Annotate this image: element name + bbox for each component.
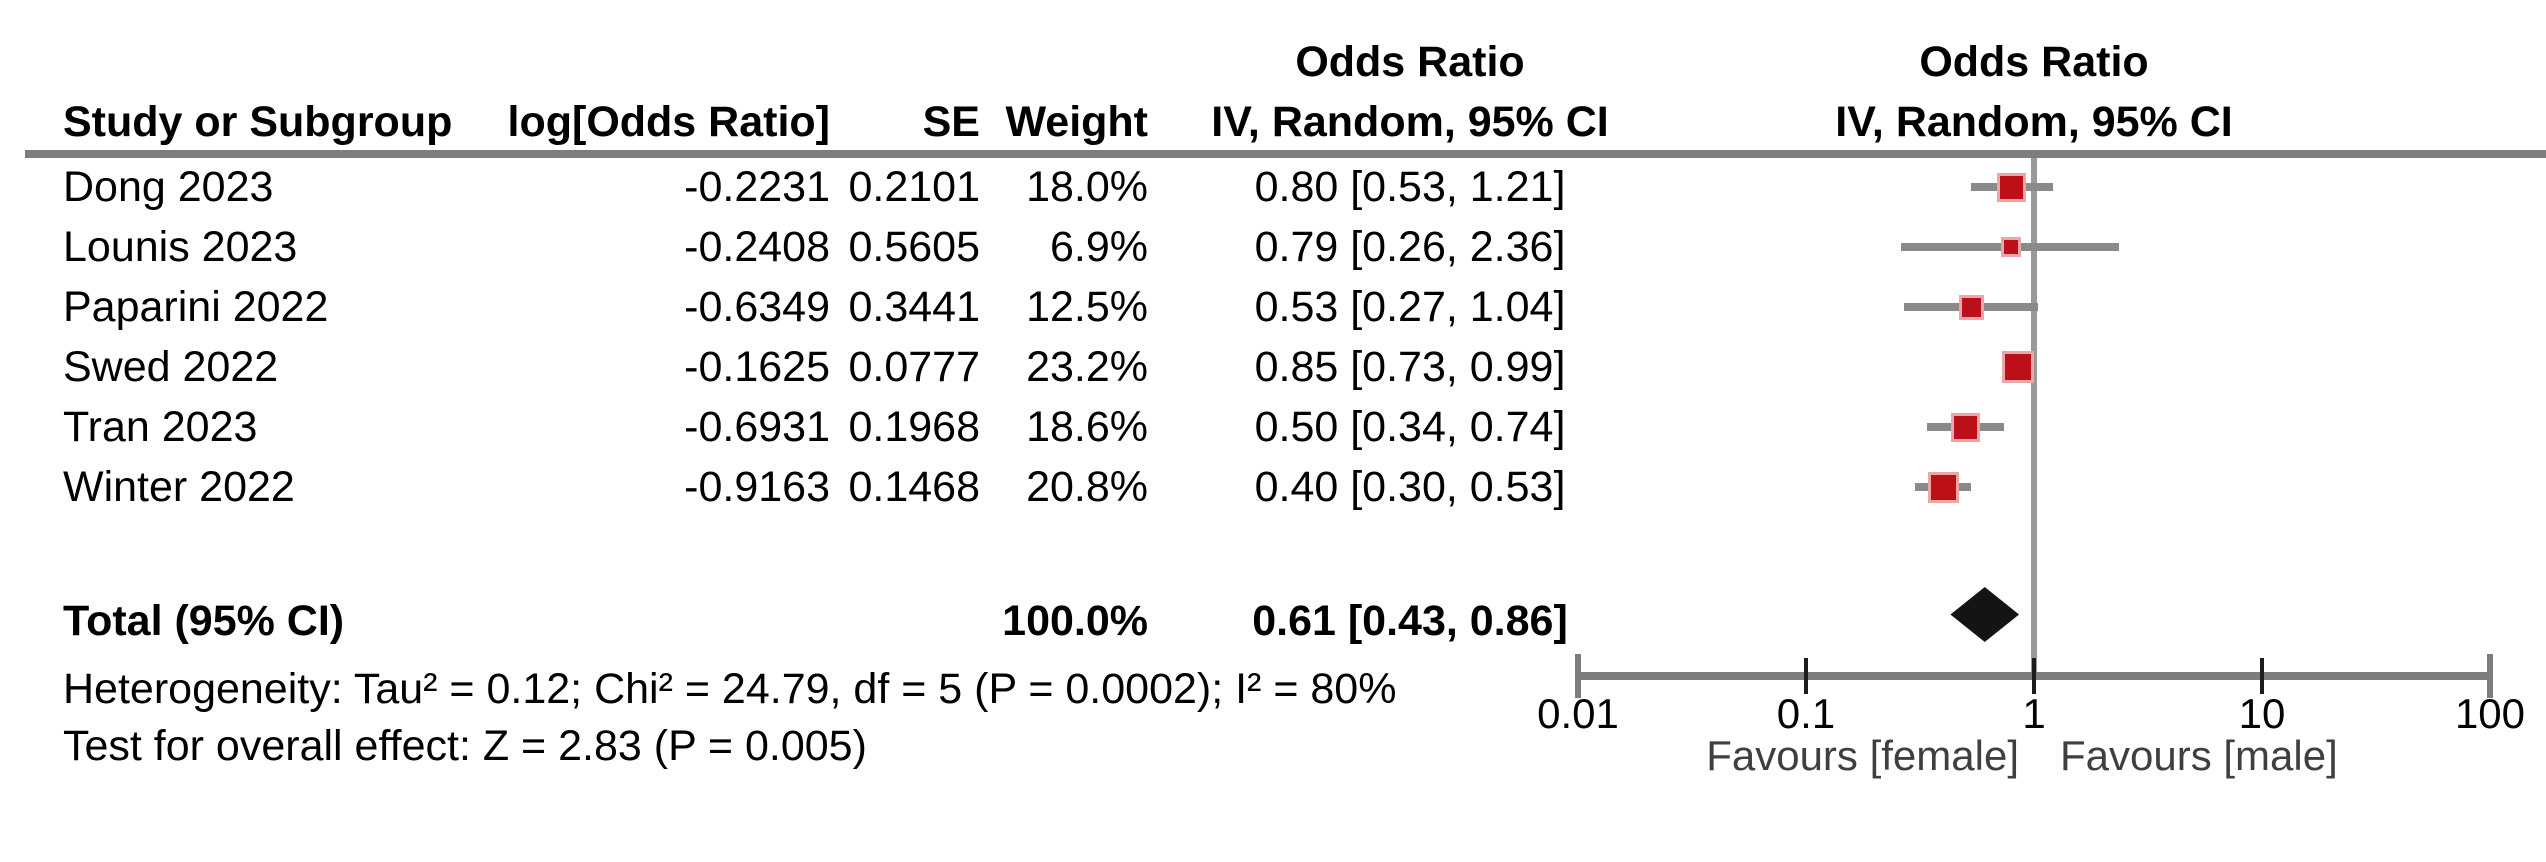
study-log-or: -0.6349	[684, 283, 830, 331]
study-log-or: -0.2231	[684, 163, 830, 211]
effect-marker	[2000, 237, 2021, 257]
effect-marker	[1958, 294, 1984, 320]
study-weight: 18.0%	[1026, 163, 1148, 211]
total-ci-text: 0.61 [0.43, 0.86]	[1252, 597, 1568, 645]
col-header-study: Study or Subgroup	[63, 98, 453, 146]
study-se: 0.0777	[848, 343, 980, 391]
study-log-or: -0.9163	[684, 463, 830, 511]
study-se: 0.1468	[848, 463, 980, 511]
overall-effect-note: Test for overall effect: Z = 2.83 (P = 0…	[63, 722, 867, 770]
study-weight: 6.9%	[1049, 223, 1148, 271]
axis-tick-label: 100	[2454, 690, 2526, 737]
axis-tick	[1804, 658, 1808, 694]
study-weight: 18.6%	[1026, 403, 1148, 451]
col-header-se: SE	[922, 98, 980, 146]
col-header-left-method: IV, Random, 95% CI	[1211, 98, 1609, 146]
study-log-or: -0.2408	[684, 223, 830, 271]
axis-tick	[2487, 654, 2493, 698]
study-ci-text: 0.50 [0.34, 0.74]	[1254, 403, 1566, 451]
study-log-or: -0.6931	[684, 403, 830, 451]
study-name: Dong 2023	[63, 163, 274, 211]
favours-left-label: Favours [female]	[1706, 732, 2019, 779]
study-weight: 23.2%	[1026, 343, 1148, 391]
col-header-log-or: log[Odds Ratio]	[507, 98, 830, 146]
axis-tick	[1575, 654, 1581, 698]
axis-tick	[2260, 658, 2264, 694]
effect-marker	[1927, 471, 1959, 503]
total-weight: 100.0%	[1002, 597, 1148, 645]
study-name: Paparini 2022	[63, 283, 329, 331]
effect-marker	[2001, 351, 2034, 383]
header-divider	[25, 150, 2546, 158]
total-label: Total (95% CI)	[63, 597, 345, 645]
study-name: Winter 2022	[63, 463, 295, 511]
heterogeneity-note: Heterogeneity: Tau² = 0.12; Chi² = 24.79…	[63, 665, 1397, 713]
axis-tick-label: 0.1	[1776, 690, 1836, 737]
study-ci-text: 0.53 [0.27, 1.04]	[1254, 283, 1566, 331]
study-ci-text: 0.85 [0.73, 0.99]	[1254, 343, 1566, 391]
axis-tick-label: 10	[2238, 690, 2286, 737]
effect-marker	[1997, 172, 2027, 202]
axis-tick	[2032, 658, 2036, 694]
study-name: Tran 2023	[63, 403, 258, 451]
study-weight: 12.5%	[1026, 283, 1148, 331]
left-effect-title: Odds Ratio	[1295, 38, 1525, 86]
study-ci-text: 0.79 [0.26, 2.36]	[1254, 223, 1566, 271]
study-se: 0.5605	[848, 223, 980, 271]
col-header-right-method: IV, Random, 95% CI	[1835, 98, 2233, 146]
col-header-weight: Weight	[1005, 98, 1148, 146]
axis-tick-label: 1	[2022, 690, 2046, 737]
right-effect-title: Odds Ratio	[1919, 38, 2149, 86]
study-se: 0.3441	[848, 283, 980, 331]
study-se: 0.1968	[848, 403, 980, 451]
study-name: Lounis 2023	[63, 223, 298, 271]
study-weight: 20.8%	[1026, 463, 1148, 511]
favours-right-label: Favours [male]	[2060, 732, 2338, 779]
study-se: 0.2101	[848, 163, 980, 211]
study-ci-text: 0.80 [0.53, 1.21]	[1254, 163, 1566, 211]
pooled-diamond	[1950, 587, 2020, 642]
effect-marker	[1950, 412, 1980, 442]
study-log-or: -0.1625	[684, 343, 830, 391]
null-effect-line	[2031, 158, 2037, 676]
study-name: Swed 2022	[63, 343, 279, 391]
study-ci-text: 0.40 [0.30, 0.53]	[1254, 463, 1566, 511]
